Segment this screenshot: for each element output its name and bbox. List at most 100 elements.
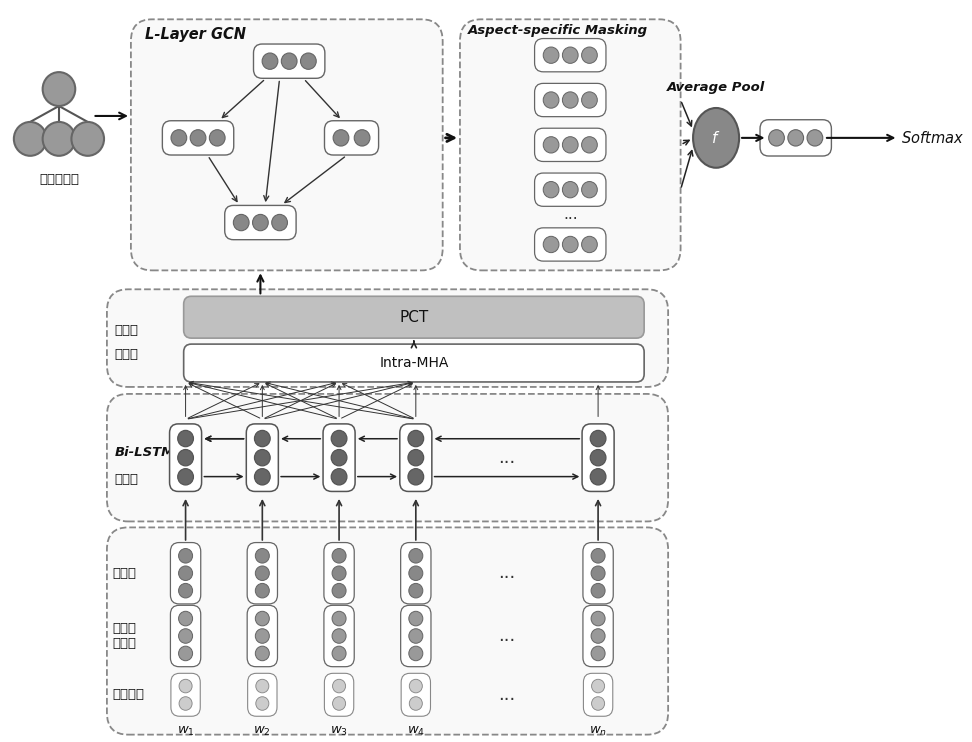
Circle shape — [14, 122, 47, 156]
Circle shape — [591, 566, 606, 580]
Circle shape — [590, 469, 606, 485]
Circle shape — [209, 130, 226, 146]
Text: 位置嵌入: 位置嵌入 — [113, 689, 145, 701]
Circle shape — [256, 646, 269, 660]
Circle shape — [409, 697, 423, 710]
Circle shape — [179, 697, 192, 710]
Circle shape — [331, 430, 347, 447]
Circle shape — [179, 548, 192, 563]
FancyBboxPatch shape — [582, 424, 614, 491]
Circle shape — [71, 122, 104, 156]
FancyBboxPatch shape — [583, 542, 613, 604]
FancyBboxPatch shape — [535, 173, 606, 206]
FancyBboxPatch shape — [107, 289, 668, 387]
Text: Bi-LSTM: Bi-LSTM — [115, 446, 175, 459]
Text: PCT: PCT — [399, 309, 429, 325]
Circle shape — [807, 130, 822, 146]
FancyBboxPatch shape — [325, 121, 379, 155]
Text: 词嵌入: 词嵌入 — [113, 567, 137, 580]
Circle shape — [581, 137, 598, 153]
Circle shape — [179, 611, 192, 626]
Circle shape — [408, 430, 424, 447]
Circle shape — [333, 130, 349, 146]
Circle shape — [581, 182, 598, 198]
Circle shape — [563, 182, 578, 198]
FancyBboxPatch shape — [325, 673, 354, 716]
Circle shape — [43, 122, 75, 156]
Circle shape — [272, 214, 288, 231]
Circle shape — [581, 236, 598, 252]
Circle shape — [332, 611, 346, 626]
Circle shape — [788, 130, 804, 146]
Circle shape — [581, 92, 598, 108]
Text: Average Pool: Average Pool — [667, 81, 765, 94]
Circle shape — [543, 137, 559, 153]
FancyBboxPatch shape — [583, 605, 613, 667]
Circle shape — [590, 430, 606, 447]
Circle shape — [591, 646, 606, 660]
FancyBboxPatch shape — [760, 119, 831, 156]
Text: ...: ... — [563, 207, 577, 222]
FancyBboxPatch shape — [535, 39, 606, 72]
FancyBboxPatch shape — [400, 605, 431, 667]
Text: 编码层: 编码层 — [115, 347, 139, 361]
Circle shape — [332, 697, 346, 710]
Circle shape — [233, 214, 249, 231]
FancyBboxPatch shape — [323, 424, 355, 491]
Circle shape — [563, 47, 578, 63]
Text: $w_3$: $w_3$ — [330, 724, 348, 738]
FancyBboxPatch shape — [324, 542, 354, 604]
FancyBboxPatch shape — [399, 424, 432, 491]
Circle shape — [591, 628, 606, 643]
Circle shape — [179, 566, 192, 580]
Circle shape — [591, 611, 606, 626]
Text: $Softmax$: $Softmax$ — [901, 130, 964, 146]
FancyBboxPatch shape — [107, 394, 668, 522]
Circle shape — [409, 628, 423, 643]
FancyBboxPatch shape — [184, 344, 644, 382]
Circle shape — [178, 450, 193, 466]
Circle shape — [332, 646, 346, 660]
FancyBboxPatch shape — [131, 19, 442, 270]
FancyBboxPatch shape — [535, 83, 606, 116]
Circle shape — [256, 566, 269, 580]
Circle shape — [256, 697, 269, 710]
Circle shape — [543, 182, 559, 198]
Circle shape — [332, 679, 346, 693]
Circle shape — [43, 72, 75, 106]
Circle shape — [262, 53, 278, 69]
Circle shape — [409, 583, 423, 598]
FancyBboxPatch shape — [254, 44, 325, 79]
Circle shape — [543, 47, 559, 63]
Circle shape — [256, 628, 269, 643]
Text: L-Layer GCN: L-Layer GCN — [145, 27, 246, 42]
Text: ...: ... — [499, 627, 515, 645]
FancyBboxPatch shape — [107, 528, 668, 735]
FancyBboxPatch shape — [247, 605, 277, 667]
Text: 编码层: 编码层 — [115, 473, 139, 486]
Text: Intra-MHA: Intra-MHA — [379, 356, 449, 370]
Circle shape — [409, 679, 423, 693]
Circle shape — [590, 450, 606, 466]
Circle shape — [543, 236, 559, 252]
FancyBboxPatch shape — [225, 206, 296, 240]
Circle shape — [255, 430, 270, 447]
Circle shape — [331, 469, 347, 485]
Circle shape — [256, 548, 269, 563]
Circle shape — [409, 611, 423, 626]
Circle shape — [256, 583, 269, 598]
Circle shape — [408, 450, 424, 466]
FancyBboxPatch shape — [583, 673, 612, 716]
Text: $w_2$: $w_2$ — [254, 724, 271, 738]
FancyBboxPatch shape — [535, 128, 606, 162]
Circle shape — [255, 469, 270, 485]
Text: ...: ... — [499, 449, 515, 467]
Text: $w_1$: $w_1$ — [177, 724, 194, 738]
FancyBboxPatch shape — [162, 121, 233, 155]
Text: 注意力: 注意力 — [115, 324, 139, 337]
FancyBboxPatch shape — [170, 542, 201, 604]
Circle shape — [409, 548, 423, 563]
Circle shape — [354, 130, 370, 146]
Circle shape — [543, 92, 559, 108]
Circle shape — [769, 130, 784, 146]
